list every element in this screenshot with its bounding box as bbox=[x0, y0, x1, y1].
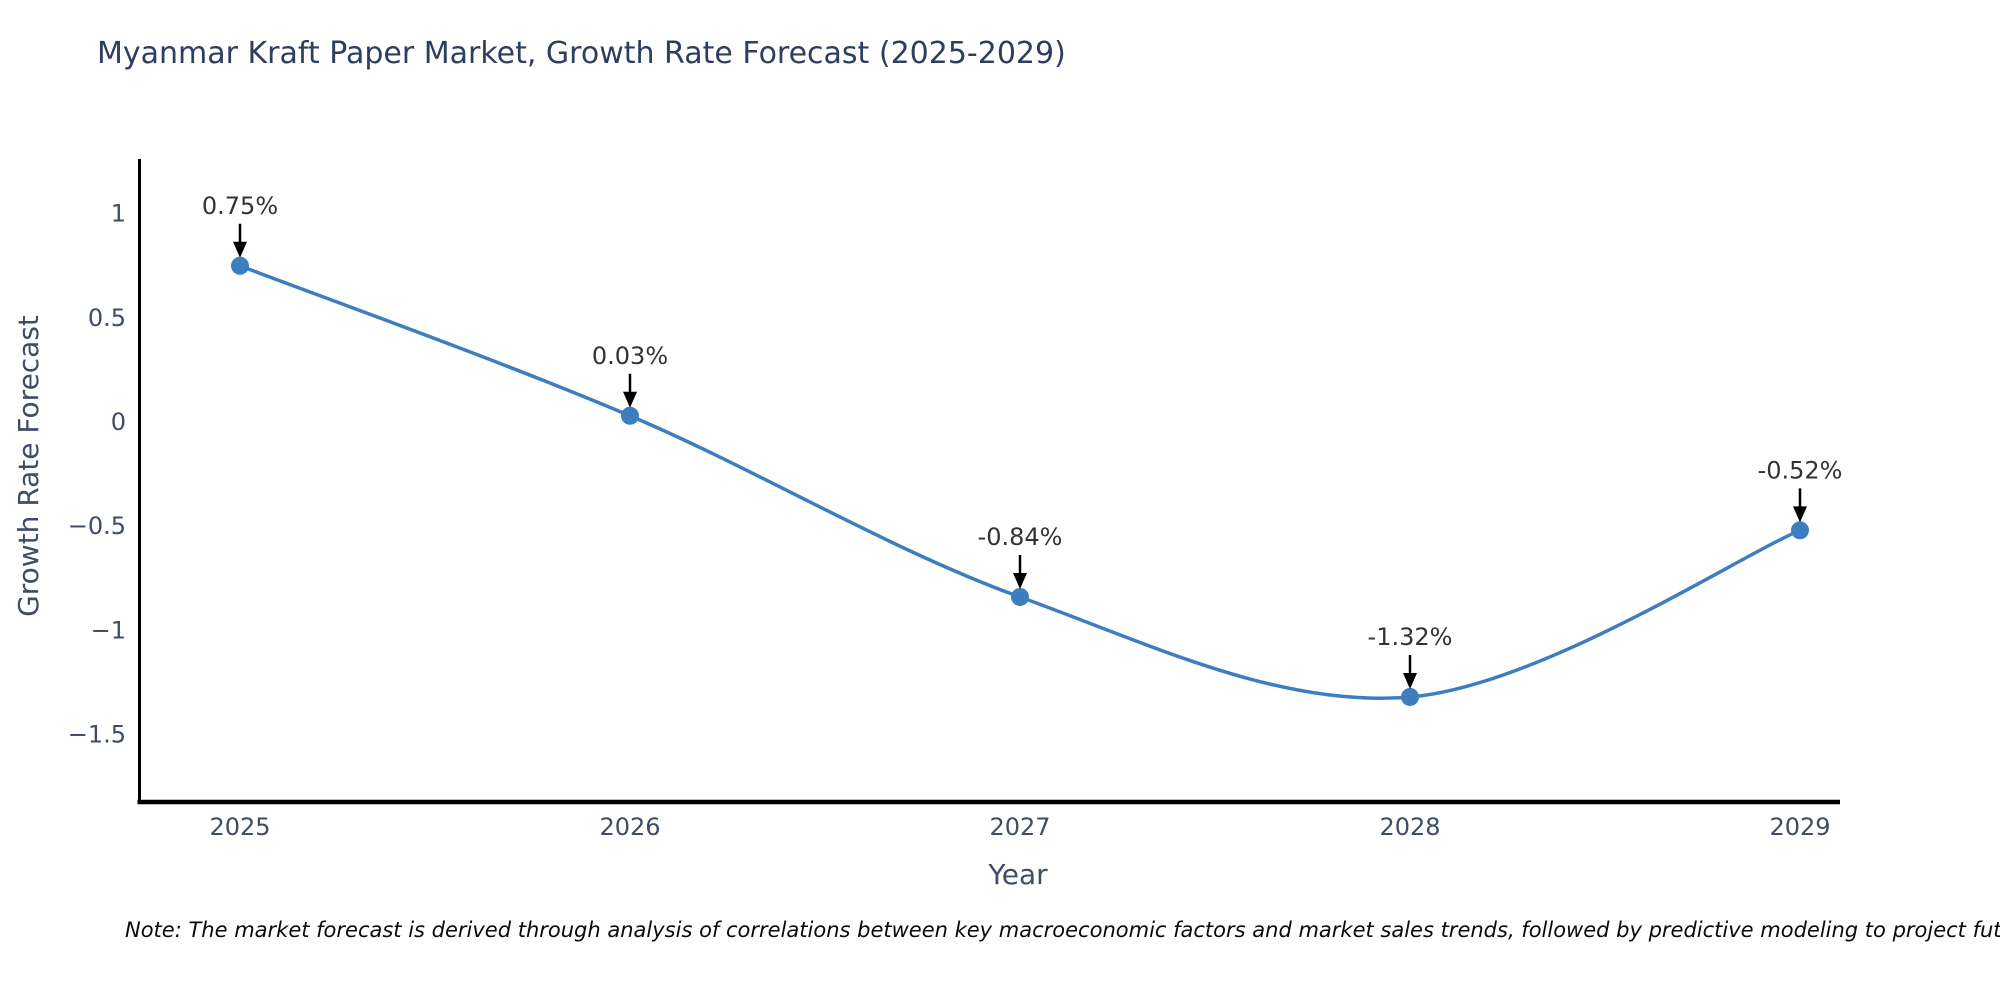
chart-title: Myanmar Kraft Paper Market, Growth Rate … bbox=[97, 36, 1066, 71]
x-tick-label: 2026 bbox=[599, 813, 660, 841]
y-tick-label: 0.5 bbox=[88, 304, 126, 332]
annotation-arrow-head bbox=[1013, 572, 1027, 589]
y-tick-label: 1 bbox=[111, 200, 126, 228]
data-point-2026 bbox=[621, 406, 639, 425]
data-point-2029 bbox=[1791, 521, 1809, 540]
annotation-arrow-head bbox=[623, 391, 637, 408]
forecast-line bbox=[238, 264, 1802, 700]
y-axis-title: Growth Rate Forecast bbox=[12, 315, 45, 617]
x-axis-title: Year bbox=[987, 858, 1048, 891]
y-tick-label: −0.5 bbox=[68, 512, 126, 540]
point-label: -0.52% bbox=[1758, 456, 1843, 484]
point-label: -1.32% bbox=[1368, 623, 1453, 651]
data-point-2025 bbox=[231, 256, 249, 275]
chart-footnote: Note: The market forecast is derived thr… bbox=[125, 918, 2000, 942]
x-tick-label: 2029 bbox=[1769, 813, 1830, 841]
annotation-arrow-head bbox=[1403, 672, 1417, 689]
point-label: 0.75% bbox=[202, 192, 278, 220]
annotation-arrow-head bbox=[233, 241, 247, 258]
x-tick-label: 2025 bbox=[209, 813, 270, 841]
data-point-2028 bbox=[1401, 687, 1419, 706]
y-tick-label: −1.5 bbox=[68, 720, 126, 748]
point-label: 0.03% bbox=[592, 342, 668, 370]
y-tick-label: −1 bbox=[91, 616, 126, 644]
y-tick-label: 0 bbox=[111, 408, 126, 436]
data-point-2027 bbox=[1011, 587, 1029, 606]
annotation-arrow-head bbox=[1793, 506, 1807, 523]
x-tick-label: 2027 bbox=[989, 813, 1050, 841]
point-label: -0.84% bbox=[978, 523, 1063, 551]
x-tick-label: 2028 bbox=[1379, 813, 1440, 841]
